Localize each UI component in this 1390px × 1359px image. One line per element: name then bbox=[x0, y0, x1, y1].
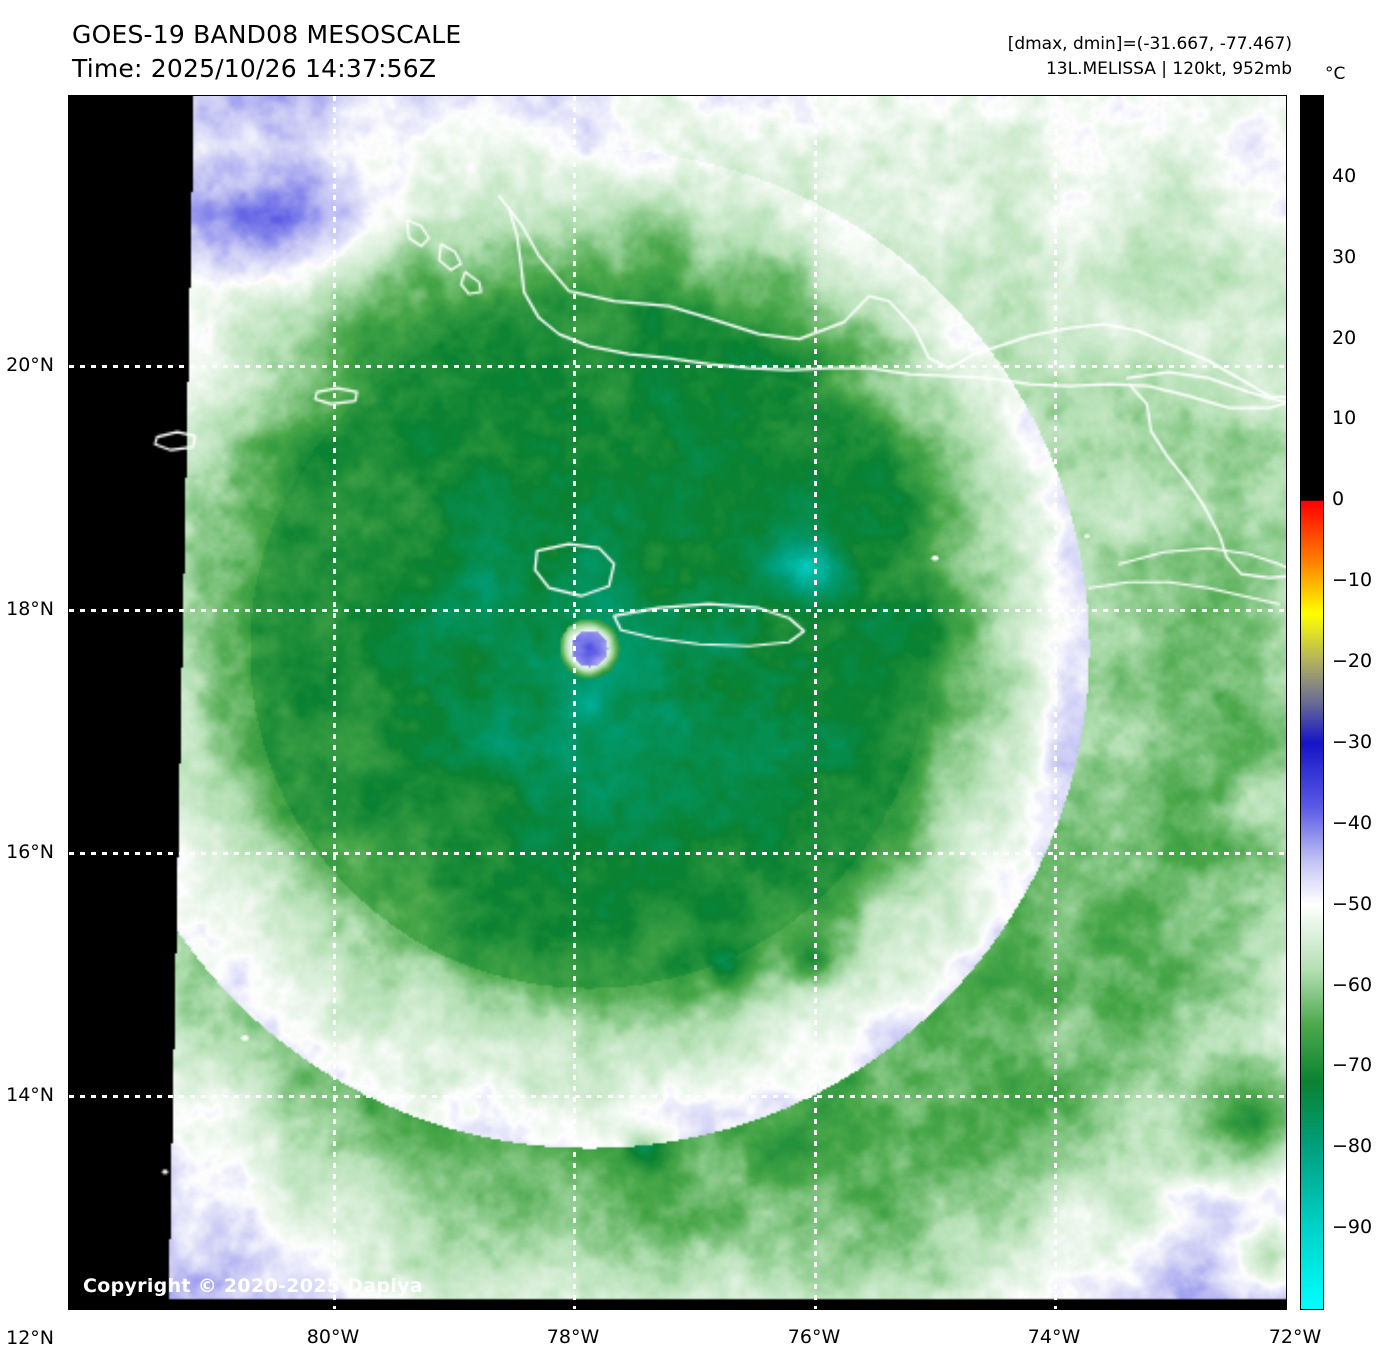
colorbar-tick--50: −50 bbox=[1332, 892, 1373, 915]
colorbar-tick--60: −60 bbox=[1332, 973, 1373, 996]
colorbar-tick--20: −20 bbox=[1332, 650, 1373, 673]
copyright-text: Copyright © 2020-2025 Dapiya bbox=[83, 1275, 423, 1297]
x-tick-74: 74°W bbox=[1027, 1326, 1081, 1348]
timestamp-text: Time: 2025/10/26 14:37:56Z bbox=[72, 54, 437, 83]
satellite-raster bbox=[69, 96, 1286, 1309]
y-tick-12: 12°N bbox=[6, 1327, 54, 1349]
colorbar bbox=[1300, 95, 1324, 1310]
metadata-block: [dmax, dmin]=(-31.667, -77.467) 13L.MELI… bbox=[1008, 32, 1292, 82]
page-title: GOES-19 BAND08 MESOSCALE Time: 2025/10/2… bbox=[72, 18, 461, 86]
colorbar-tick-30: 30 bbox=[1332, 245, 1357, 268]
x-tick-76: 76°W bbox=[787, 1326, 841, 1348]
colorbar-tick--10: −10 bbox=[1332, 569, 1373, 592]
colorbar-tick--30: −30 bbox=[1332, 730, 1373, 753]
y-tick-18: 18°N bbox=[6, 598, 54, 620]
colorbar-tick--70: −70 bbox=[1332, 1054, 1373, 1077]
colorbar-tick--40: −40 bbox=[1332, 811, 1373, 834]
x-tick-80: 80°W bbox=[306, 1326, 360, 1348]
x-tick-72: 72°W bbox=[1268, 1326, 1322, 1348]
colorbar-tick-0: 0 bbox=[1332, 488, 1345, 511]
satellite-image-plot[interactable]: Copyright © 2020-2025 Dapiya bbox=[68, 95, 1287, 1310]
colorbar-unit-label: °C bbox=[1325, 64, 1346, 84]
colorbar-tick-20: 20 bbox=[1332, 326, 1357, 349]
colorbar-gradient bbox=[1301, 96, 1323, 1309]
y-tick-20: 20°N bbox=[6, 354, 54, 376]
colorbar-tick-40: 40 bbox=[1332, 164, 1357, 187]
y-tick-16: 16°N bbox=[6, 841, 54, 863]
storm-info-text: 13L.MELISSA | 120kt, 952mb bbox=[1045, 59, 1292, 79]
y-tick-14: 14°N bbox=[6, 1084, 54, 1106]
title-text: GOES-19 BAND08 MESOSCALE bbox=[72, 20, 462, 49]
x-tick-78: 78°W bbox=[546, 1326, 600, 1348]
colorbar-tick--90: −90 bbox=[1332, 1216, 1373, 1239]
dmax-dmin-text: [dmax, dmin]=(-31.667, -77.467) bbox=[1007, 34, 1292, 54]
colorbar-tick-10: 10 bbox=[1332, 407, 1357, 430]
colorbar-tick--80: −80 bbox=[1332, 1135, 1373, 1158]
